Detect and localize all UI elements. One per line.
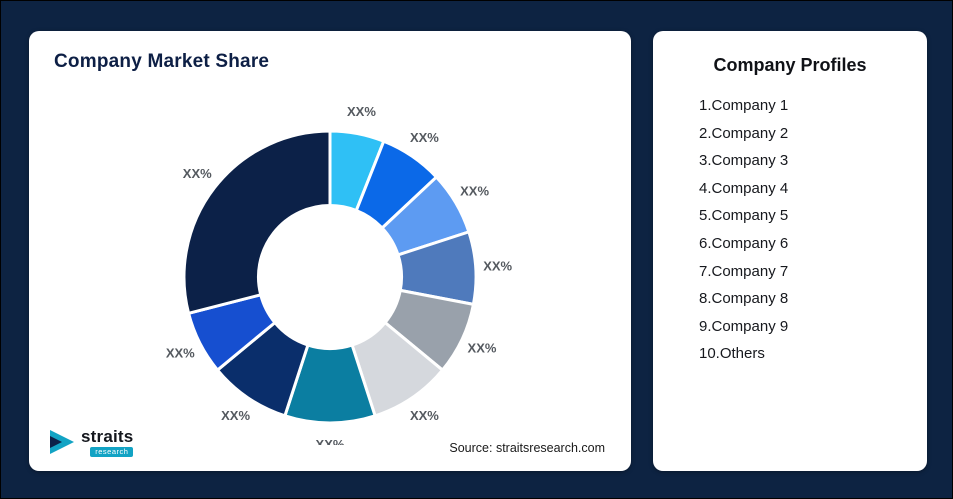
source-note: Source: straitsresearch.com <box>449 441 605 455</box>
list-item: 1.Company 1 <box>699 97 789 114</box>
slice-label-3: XX% <box>460 183 489 198</box>
company-profiles-card: Company Profiles 1.Company 1 2.Company 2… <box>653 31 927 471</box>
slice-label-5: XX% <box>468 341 497 356</box>
slice-label-6: XX% <box>410 408 439 423</box>
slice-label-2: XX% <box>410 130 439 145</box>
logo-sub-badge: research <box>90 446 134 457</box>
straits-logo-icon <box>50 430 74 455</box>
list-item: 3.Company 3 <box>699 152 789 170</box>
list-item: 6.Company 6 <box>699 234 789 252</box>
list-item: 8.Company 8 <box>699 290 789 308</box>
slice-label-10: XX% <box>183 166 212 181</box>
straits-logo-text: straits research <box>81 426 134 457</box>
company-market-share-donut: XX% XX% XX% XX% XX% XX% XX% XX% XX% XX% <box>166 104 513 445</box>
list-item: 9.Company 9 <box>699 317 789 335</box>
straits-research-logo: straits research <box>49 426 134 457</box>
profiles-title: Company Profiles <box>713 55 867 75</box>
list-item: 7.Company 7 <box>699 262 789 280</box>
slice-label-4: XX% <box>483 258 512 273</box>
slice-label-9: XX% <box>166 345 195 360</box>
list-item: 5.Company 5 <box>699 207 789 225</box>
chart-title: Company Market Share <box>54 51 270 72</box>
slice-label-8: XX% <box>221 408 250 423</box>
donut-chart-area: XX% XX% XX% XX% XX% XX% XX% XX% XX% XX% <box>29 73 631 445</box>
slice-label-7: XX% <box>316 437 345 445</box>
list-item: 4.Company 4 <box>699 179 789 197</box>
slice-label-1: XX% <box>347 104 376 119</box>
logo-brand: straits <box>81 426 134 446</box>
market-share-card: Company Market Share XX% XX% XX% XX% XX% XX% X… <box>29 31 631 471</box>
profiles-list: 1.Company 1 2.Company 2 3.Company 3 4.Co… <box>653 92 927 368</box>
donut-slice-10 <box>182 129 332 315</box>
list-item: 2.Company 2 <box>699 124 789 142</box>
list-item: 10.Others <box>699 345 765 363</box>
